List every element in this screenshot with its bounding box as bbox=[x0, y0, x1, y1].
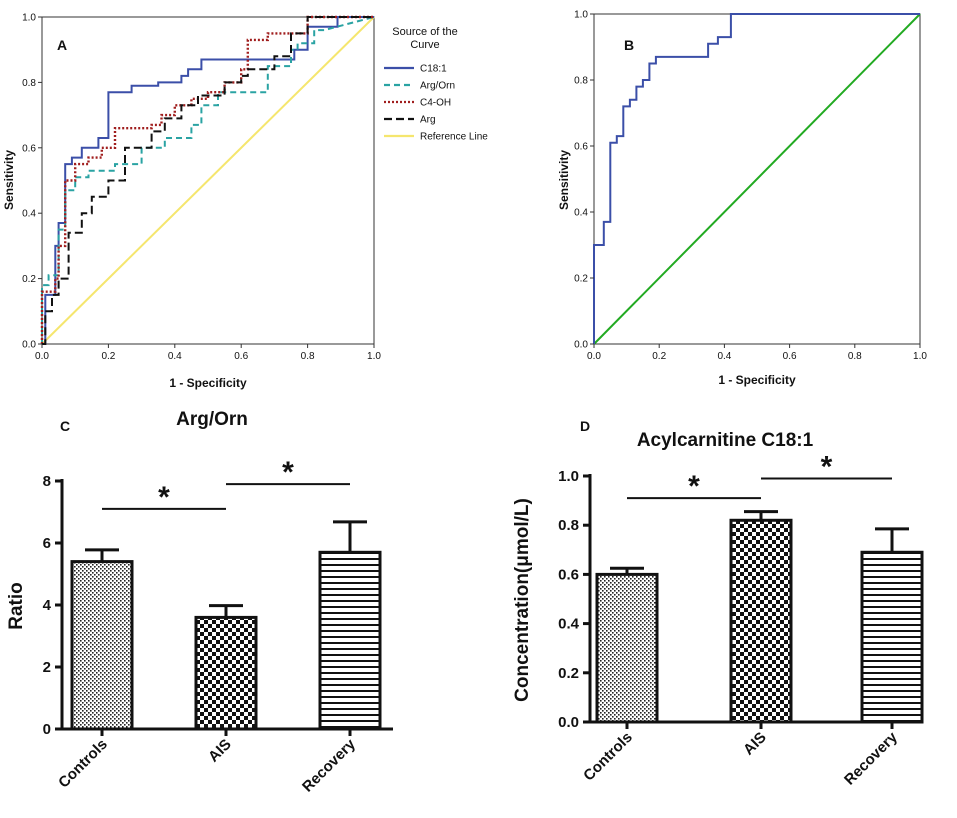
panel-b-roc-chart: B 0.0 0.2 0.4 0.6 0.8 1.0 0.0 0.2 0.4 0.6 0.8 1.0 1… bbox=[557, 10, 927, 388]
legend-label-c18-1: C18:1 bbox=[420, 64, 447, 75]
significance-star-2: * bbox=[282, 456, 294, 489]
y-tick-label: 0 bbox=[43, 721, 51, 738]
series-c18-1-line bbox=[593, 13, 920, 344]
bar-controls bbox=[595, 572, 659, 724]
x-tick-label: 0.2 bbox=[652, 351, 666, 362]
y-tick-label: 1.0 bbox=[558, 468, 579, 485]
panel-a-ticks: 0.0 0.2 0.4 0.6 0.8 1.0 0.0 0.2 0.4 0.6 0.8 1.0 bbox=[22, 13, 381, 363]
y-tick-label: 1.0 bbox=[574, 10, 588, 21]
category-label-controls: Controls bbox=[580, 729, 636, 785]
series-arg-orn-line bbox=[41, 16, 375, 344]
category-label-ais: AIS bbox=[205, 736, 235, 766]
significance-star-1: * bbox=[158, 481, 170, 514]
y-tick-label: 1.0 bbox=[22, 13, 36, 24]
legend-items: C18:1 Arg/Orn C4-OH Arg Reference Line bbox=[384, 64, 488, 143]
panel-d-title: Acylcarnitine C18:1 bbox=[637, 430, 814, 451]
panel-a-xlabel: 1 - Specificity bbox=[169, 376, 247, 390]
y-tick-label: 0.4 bbox=[558, 616, 580, 633]
x-tick-label: 0.8 bbox=[301, 351, 315, 362]
panel-a-ylabel: Sensitivity bbox=[2, 150, 16, 210]
legend-label-arg-orn: Arg/Orn bbox=[420, 81, 455, 92]
y-tick-label: 0.0 bbox=[558, 714, 579, 731]
x-tick-label: 0.6 bbox=[783, 351, 797, 362]
panel-c-ylabel: Ratio bbox=[6, 582, 27, 630]
panel-b-ticks: 0.0 0.2 0.4 0.6 0.8 1.0 0.0 0.2 0.4 0.6 0.8 1.0 bbox=[574, 10, 927, 363]
x-tick-label: 1.0 bbox=[913, 351, 927, 362]
y-tick-label: 0.0 bbox=[574, 340, 588, 351]
panel-a-roc-chart: A 0.0 0.2 0.4 0.6 0.8 1.0 0.0 0.2 0.4 0.6 0.8 1.0 1… bbox=[2, 13, 488, 391]
panel-c-title: Arg/Orn bbox=[176, 409, 248, 430]
x-tick-label: 0.0 bbox=[35, 351, 49, 362]
y-tick-label: 8 bbox=[43, 473, 51, 490]
bar-recovery bbox=[318, 550, 382, 731]
x-tick-label: 0.4 bbox=[168, 351, 182, 362]
panel-d-bar-chart: D Acylcarnitine C18:1 Concentration(μmol… bbox=[512, 418, 924, 789]
y-tick-label: 0.2 bbox=[558, 665, 579, 682]
x-tick-label: 0.6 bbox=[234, 351, 248, 362]
y-tick-label: 2 bbox=[43, 659, 51, 676]
y-tick-label: 0.4 bbox=[22, 209, 36, 220]
panel-c-bar-chart: C Arg/Orn Ratio 0 2 4 6 8 Controls AIS Recovery… bbox=[6, 409, 393, 796]
y-tick-label: 0.6 bbox=[22, 143, 36, 154]
x-tick-label: 1.0 bbox=[367, 351, 381, 362]
x-tick-label: 0.8 bbox=[848, 351, 862, 362]
bar-controls bbox=[70, 560, 134, 731]
y-tick-label: 0.6 bbox=[558, 566, 579, 583]
panel-a-legend: Source of the Curve C18:1 Arg/Orn C4-OH Arg… bbox=[384, 26, 488, 143]
legend-label-c4-oh: C4-OH bbox=[420, 98, 451, 109]
category-label-recovery: Recovery bbox=[841, 728, 901, 788]
y-tick-label: 0.2 bbox=[22, 274, 36, 285]
panel-a-plot-area bbox=[41, 16, 375, 345]
y-tick-label: 6 bbox=[43, 535, 51, 552]
y-tick-label: 4 bbox=[43, 597, 52, 614]
panel-c-letter: C bbox=[60, 418, 70, 434]
category-label-controls: Controls bbox=[55, 736, 111, 792]
y-tick-label: 0.8 bbox=[574, 76, 588, 87]
bar-ais bbox=[194, 615, 258, 731]
panel-c-bars: 0 2 4 6 8 Controls AIS Recovery * * bbox=[43, 456, 393, 796]
series-reference-line bbox=[593, 13, 921, 345]
series-reference-line-line bbox=[41, 16, 375, 345]
panel-d-bars: 0.0 0.2 0.4 0.6 0.8 1.0 Controls AIS Recovery * * bbox=[558, 450, 924, 789]
panel-b-series-group bbox=[593, 13, 921, 345]
legend-label-arg: Arg bbox=[420, 115, 436, 126]
series-c18-1-line bbox=[42, 16, 374, 345]
x-tick-label: 0.4 bbox=[717, 351, 731, 362]
x-tick-label: 0.0 bbox=[587, 351, 601, 362]
panel-d-ylabel: Concentration(μmol/L) bbox=[512, 498, 533, 702]
x-tick-label: 0.2 bbox=[101, 351, 115, 362]
significance-star-1: * bbox=[688, 470, 700, 503]
bar-recovery bbox=[860, 550, 924, 724]
bar-ais bbox=[729, 518, 793, 724]
panel-a-letter: A bbox=[57, 37, 67, 53]
panel-a-series-group bbox=[40, 15, 375, 345]
panel-b-ylabel: Sensitivity bbox=[557, 150, 571, 210]
y-tick-label: 0.0 bbox=[22, 340, 36, 351]
legend-title-line1: Source of the bbox=[392, 26, 457, 38]
legend-title-line2: Curve bbox=[410, 39, 439, 51]
y-tick-label: 0.4 bbox=[574, 208, 588, 219]
y-tick-label: 0.8 bbox=[22, 78, 36, 89]
legend-label-reference-line: Reference Line bbox=[420, 132, 488, 143]
y-tick-label: 0.8 bbox=[558, 517, 579, 534]
panel-b-xlabel: 1 - Specificity bbox=[718, 373, 796, 387]
significance-star-2: * bbox=[821, 450, 833, 483]
y-tick-label: 0.6 bbox=[574, 142, 588, 153]
category-label-recovery: Recovery bbox=[299, 735, 359, 795]
panel-b-letter: B bbox=[624, 37, 634, 53]
y-tick-label: 0.2 bbox=[574, 274, 588, 285]
category-label-ais: AIS bbox=[740, 729, 770, 759]
series-arg-line bbox=[42, 16, 374, 345]
panel-d-letter: D bbox=[580, 418, 590, 434]
